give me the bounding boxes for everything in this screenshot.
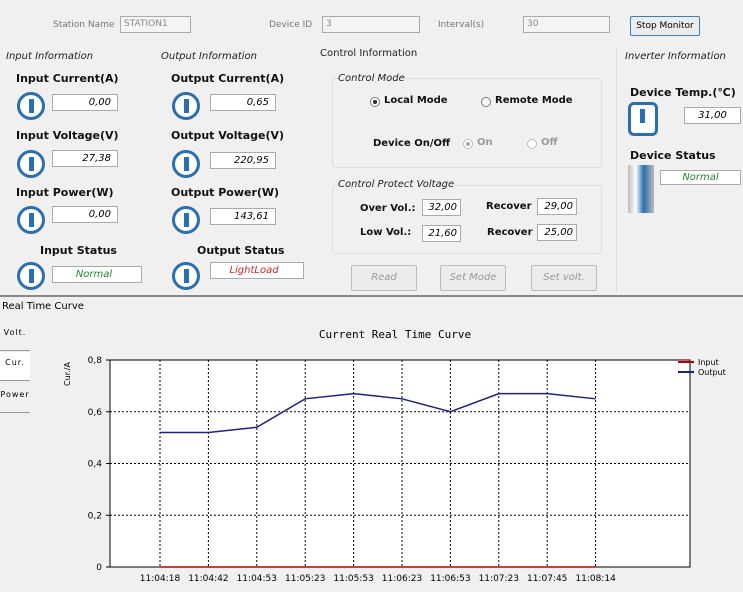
status-box: LightLoad	[210, 262, 304, 279]
label: Device Status	[630, 149, 716, 162]
radio-label[interactable]: Off	[541, 137, 558, 148]
radio-label[interactable]: Remote Mode	[495, 95, 573, 106]
status-box: Normal	[52, 266, 142, 283]
x-tick-label: 11:08:14	[575, 574, 616, 584]
icon	[628, 102, 658, 136]
x-tick-label: 11:04:18	[140, 574, 181, 584]
label: Output Voltage(V)	[171, 129, 285, 142]
legend-label: Output	[698, 368, 726, 377]
x-tick-label: 11:05:23	[285, 574, 325, 584]
splitter	[0, 295, 743, 297]
group-box	[332, 185, 602, 254]
group-box	[332, 78, 602, 168]
label: Recover	[486, 201, 532, 212]
icon	[172, 206, 200, 234]
label: Input Status	[40, 244, 117, 257]
chart-title: Current Real Time Curve	[319, 328, 471, 341]
panel-title: Inverter Information	[625, 51, 726, 62]
read-button[interactable]: Read	[351, 265, 417, 291]
tab[interactable]: Volt.	[0, 322, 30, 351]
label: Output Power(W)	[171, 186, 280, 199]
y-tick-label: 0,2	[88, 511, 102, 521]
tab[interactable]: Power	[0, 384, 30, 413]
radio[interactable]	[463, 139, 473, 149]
icon	[17, 150, 45, 178]
radio-label[interactable]: Local Mode	[384, 95, 448, 106]
chart: Current Real Time Curve Cur./A 0 0,2 0,4 0,…	[34, 314, 742, 591]
group-title: Control Protect Voltage	[338, 179, 455, 190]
label: Device ID	[269, 20, 313, 30]
label: Input Power(W)	[16, 186, 114, 199]
radio[interactable]	[527, 139, 537, 149]
x-tick-label: 11:06:53	[430, 574, 470, 584]
set-mode-button[interactable]: Set Mode	[440, 265, 506, 291]
label: Over Vol.:	[360, 203, 416, 214]
icon	[172, 92, 200, 120]
group-title: Control Mode	[338, 73, 405, 84]
panel-title: Input Information	[6, 51, 94, 62]
x-tick-label: 11:06:23	[382, 574, 422, 584]
label: Input Current(A)	[16, 72, 119, 85]
separator	[616, 47, 617, 292]
x-tick-label: 11:04:42	[188, 574, 228, 584]
interval-input[interactable]: 30	[523, 16, 610, 33]
section-title: Real Time Curve	[2, 301, 84, 312]
icon	[17, 206, 45, 234]
label: Output Status	[197, 244, 285, 257]
y-tick-label: 0,8	[88, 356, 103, 366]
y-tick-label: 0,4	[88, 460, 103, 470]
x-tick-label: 11:05:53	[333, 574, 373, 584]
value-box: 143,61	[210, 208, 276, 225]
radio[interactable]	[481, 97, 491, 107]
value-box: 0,00	[52, 94, 118, 111]
y-tick-label: 0	[96, 563, 102, 573]
radio[interactable]	[370, 97, 380, 107]
panel-title: Output Information	[161, 51, 257, 62]
x-tick-label: 11:07:45	[527, 574, 567, 584]
value-box[interactable]: 32,00	[422, 199, 461, 216]
series-line	[160, 392, 596, 434]
label: Station Name	[53, 20, 115, 30]
icon	[17, 92, 45, 120]
value-box: 31,00	[684, 107, 741, 124]
device-id-input[interactable]: 3	[322, 16, 420, 33]
stop-button[interactable]: Stop Monitor	[630, 16, 700, 36]
label: Recover	[487, 227, 533, 238]
x-tick-label: 11:07:23	[479, 574, 519, 584]
icon	[172, 262, 200, 290]
value-box: 0,65	[210, 94, 276, 111]
value-box[interactable]: 25,00	[537, 224, 577, 241]
set-volt-button[interactable]: Set volt.	[531, 265, 597, 291]
label: Device Temp.(℃)	[630, 86, 736, 99]
station-select[interactable]: STATION1	[120, 16, 191, 33]
tab[interactable]: Cur.	[0, 352, 30, 381]
icon	[17, 262, 45, 290]
y-axis-label: Cur./A	[63, 362, 72, 386]
panel-title: Control Information	[320, 48, 418, 59]
icon	[172, 150, 200, 178]
legend-label: Input	[698, 358, 719, 367]
y-tick-label: 0,6	[88, 408, 103, 418]
label: Output Current(A)	[171, 72, 285, 85]
value-box: 27,38	[52, 150, 118, 167]
label: Input Voltage(V)	[16, 129, 119, 142]
x-tick-label: 11:04:53	[237, 574, 277, 584]
value-box[interactable]: 21,60	[422, 225, 461, 242]
radio-label[interactable]: On	[477, 137, 493, 148]
value-box: 220,95	[210, 152, 276, 169]
label: Interval(s)	[438, 20, 485, 30]
status-box: Normal	[660, 170, 741, 185]
value-box: 0,00	[52, 206, 118, 223]
device-image	[628, 165, 654, 213]
label: Device On/Off	[373, 138, 451, 149]
value-box[interactable]: 29,00	[537, 198, 577, 215]
label: Low Vol.:	[360, 227, 412, 238]
